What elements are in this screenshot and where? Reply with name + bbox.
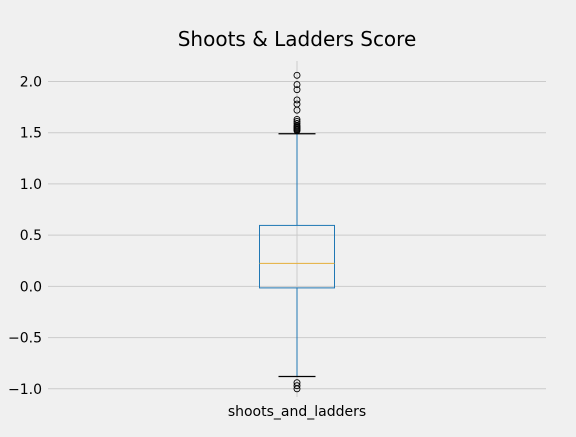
outlier-point [293, 96, 301, 104]
y-tick-label: −1.0 [8, 382, 42, 398]
outlier-point [293, 385, 301, 393]
y-tick-label: 0.0 [20, 279, 42, 295]
y-tick-label: 0.5 [20, 228, 42, 244]
outlier-point [293, 127, 301, 135]
box-layer [259, 71, 335, 393]
iqr-box [259, 224, 335, 289]
outlier-point [293, 71, 301, 79]
outlier-point [293, 81, 301, 89]
y-tick-label: −0.5 [8, 331, 42, 347]
outlier-point [293, 106, 301, 114]
y-tick-label: 1.5 [20, 126, 42, 142]
y-tick-label: 2.0 [20, 74, 42, 90]
outlier-point [293, 86, 301, 94]
y-tick-label: 1.0 [20, 177, 42, 193]
chart-title: Shoots & Ladders Score [178, 27, 417, 51]
y-tick-labels: 2.0 1.5 1.0 0.5 0.0 −0.5 −1.0 [8, 74, 42, 397]
outlier-point [293, 382, 301, 390]
x-tick-labels: shoots_and_ladders [228, 404, 366, 420]
x-tick-label: shoots_and_ladders [228, 404, 366, 420]
